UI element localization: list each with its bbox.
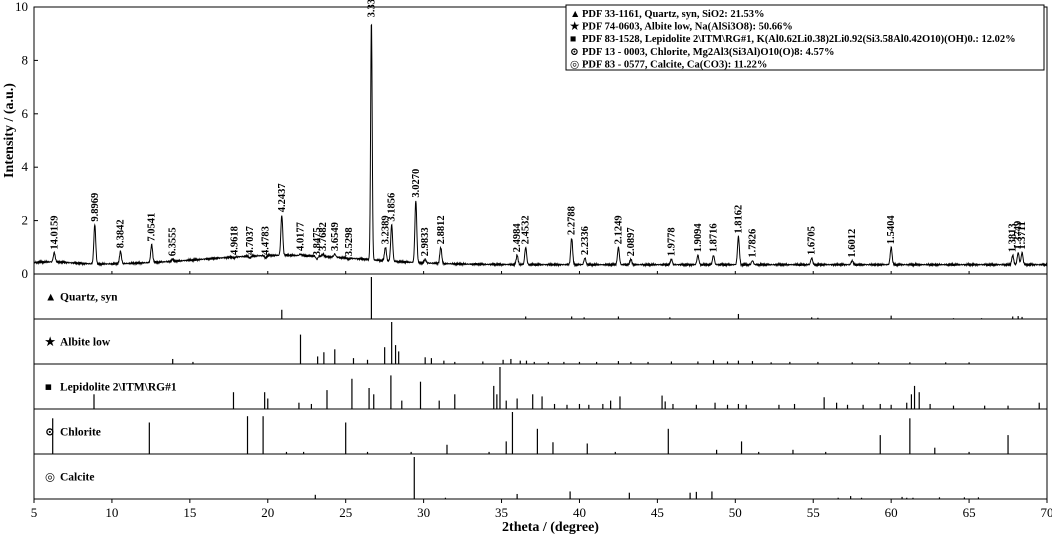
peak-label: 7.0541 (147, 213, 158, 242)
x-tick-label: 30 (417, 505, 430, 520)
peak-label: 1.3711 (1017, 221, 1028, 249)
phase-symbol: ■ (45, 382, 52, 394)
peak-label: 1.8162 (733, 205, 744, 234)
x-tick-label: 35 (495, 505, 508, 520)
peak-label: 1.6705 (807, 226, 818, 255)
peak-label: 1.3749 (1013, 221, 1024, 250)
legend-entry: PDF 33-1161, Quartz, syn, SiO2: 21.53% (582, 9, 764, 20)
peak-label: 14.0159 (49, 215, 60, 249)
axis-titles: 2theta / (degree) Intensity / (a.u.) (2, 83, 599, 534)
phase-label: Albite low (60, 337, 111, 349)
x-tick-label: 5 (31, 505, 38, 520)
x-tick-label: 55 (807, 505, 820, 520)
pattern-layer: ▲ Quartz, syn ★ Albite low ■ Lepidolite 2\ITM… (45, 277, 1040, 499)
peak-label: 1.7826 (748, 229, 759, 258)
reference-pattern: ⊙ Chlorite (45, 412, 1009, 454)
legend: ▲ PDF 33-1161, Quartz, syn, SiO2: 21.53%★… (565, 4, 1045, 71)
x-axis-title: 2theta / (degree) (502, 520, 599, 534)
peak-label: 4.2437 (277, 183, 288, 212)
y-tick-label: 2 (22, 213, 29, 228)
legend-entry: PDF 13 - 0003, Chlorite, Mg2Al3(Si3Al)O1… (582, 47, 834, 58)
peak-label: 3.2389 (380, 215, 391, 244)
peak-label: 3.8475 (312, 227, 323, 256)
peak-label: 2.1249 (613, 215, 624, 244)
y-tick-label: 10 (15, 0, 28, 14)
peak-label: 3.0270 (411, 169, 422, 198)
legend-entry: PDF 74-0603, Albite low, Na(AlSi3O8): 50… (582, 22, 793, 33)
reference-pattern: ◎ Calcite (45, 457, 980, 499)
phase-label: Lepidolite 2\ITM\RG#1 (60, 382, 177, 394)
peak-label: 4.0177 (296, 222, 307, 251)
phase-symbol: ◎ (45, 472, 55, 484)
peak-label: 1.8716 (709, 223, 720, 252)
legend-entry: PDF 83-1528, Lepidolite 2\ITM\RG#1, K(Al… (582, 34, 1016, 45)
peak-label: 2.2336 (580, 226, 591, 255)
phase-symbol: ⊙ (45, 427, 55, 439)
peak-labels: 14.0159 9.8969 8.3842 7.0541 6.3555 4.9618 4.7… (49, 0, 1028, 258)
reference-pattern: ■ Lepidolite 2\ITM\RG#1 (45, 367, 1040, 409)
peak-label: 1.5404 (886, 215, 897, 245)
legend-symbol: ◎ (570, 59, 579, 70)
reference-pattern: ★ Albite low (45, 322, 970, 364)
x-tick-label: 15 (183, 505, 196, 520)
x-tick-label: 50 (729, 505, 742, 520)
phase-label: Chlorite (60, 427, 101, 439)
peak-label: 2.9833 (420, 227, 431, 256)
peak-label: 3.5298 (344, 227, 355, 256)
x-tick-label: 20 (261, 505, 274, 520)
reference-pattern: ▲ Quartz, syn (45, 277, 1023, 319)
x-tick-label: 70 (1041, 505, 1052, 520)
y-axis-title: Intensity / (a.u.) (2, 83, 17, 178)
peak-label: 2.0897 (626, 227, 637, 256)
x-tick-label: 10 (105, 505, 118, 520)
peak-label: 1.9094 (693, 223, 704, 253)
x-tick-label: 65 (963, 505, 976, 520)
y-tick-label: 4 (22, 159, 29, 174)
x-tick-label: 40 (573, 505, 586, 520)
legend-entry: PDF 83 - 0577, Calcite, Ca(CO3): 11.22% (582, 59, 767, 70)
phase-label: Calcite (60, 472, 94, 484)
x-axis: 5 10 15 20 25 30 35 40 45 50 55 60 65 70 (31, 271, 1052, 520)
plot-frame (33, 6, 1048, 500)
peak-label: 3.7682 (318, 222, 329, 251)
legend-symbol: ★ (570, 21, 580, 33)
diffraction-trace (33, 23, 1048, 268)
phase-symbol: ★ (45, 336, 56, 349)
peak-label: 3.6549 (330, 222, 341, 251)
peak-label: 3.1856 (387, 193, 398, 222)
main-xrd-plot: 0 2 4 6 8 10 (15, 0, 1048, 500)
peak-label: 2.4532 (521, 215, 532, 244)
x-tick-label: 60 (885, 505, 898, 520)
peak-label: 1.6012 (847, 229, 858, 258)
peak-label: 2.4984 (512, 223, 523, 253)
x-tick-label: 45 (651, 505, 664, 520)
phase-symbol: ▲ (45, 292, 56, 304)
peak-label: 2.2788 (567, 206, 578, 235)
y-tick-label: 8 (22, 52, 29, 67)
phase-label: Quartz, syn (60, 292, 118, 304)
peak-label: 4.9618 (229, 226, 240, 255)
x-tick-label: 25 (339, 505, 352, 520)
peak-label: 1.9778 (666, 227, 677, 256)
peak-label: 4.4783 (260, 226, 271, 255)
legend-box (565, 4, 1045, 71)
peak-label: 6.3555 (168, 227, 179, 256)
legend-symbol: ■ (570, 34, 576, 45)
peak-label: 4.7037 (245, 226, 256, 255)
y-tick-label: 6 (22, 106, 29, 121)
legend-symbol: ⊙ (570, 47, 579, 58)
y-tick-label: 0 (22, 266, 29, 281)
peak-label: 9.8969 (90, 193, 101, 222)
peak-label: 1.3813 (1008, 223, 1019, 252)
legend-symbol: ▲ (570, 9, 580, 20)
peak-label: 3.3370 (366, 0, 377, 17)
peak-label: 2.8812 (436, 215, 447, 244)
peak-label: 8.3842 (116, 219, 127, 248)
